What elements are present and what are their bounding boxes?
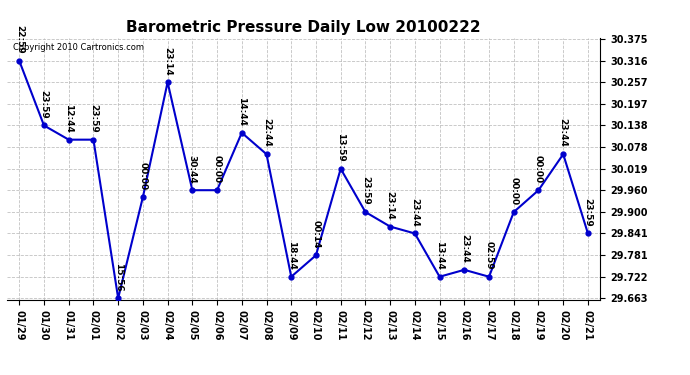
Text: 22:59: 22:59	[14, 25, 23, 54]
Text: 00:00: 00:00	[213, 155, 221, 183]
Text: 23:59: 23:59	[584, 198, 593, 226]
Text: 00:00: 00:00	[139, 162, 148, 190]
Text: 23:59: 23:59	[89, 104, 98, 133]
Text: 23:59: 23:59	[361, 176, 370, 205]
Text: 00:14: 00:14	[311, 220, 320, 248]
Text: 02:59: 02:59	[484, 241, 493, 270]
Text: 23:14: 23:14	[163, 46, 172, 75]
Text: 14:44: 14:44	[237, 97, 246, 126]
Text: 00:00: 00:00	[534, 155, 543, 183]
Text: 23:44: 23:44	[559, 118, 568, 147]
Text: 30:44: 30:44	[188, 154, 197, 183]
Text: 23:14: 23:14	[386, 191, 395, 220]
Text: 13:44: 13:44	[435, 241, 444, 270]
Text: 15:56: 15:56	[114, 262, 123, 291]
Text: 13:59: 13:59	[336, 133, 345, 162]
Text: 00:00: 00:00	[509, 177, 518, 205]
Title: Barometric Pressure Daily Low 20100222: Barometric Pressure Daily Low 20100222	[126, 20, 481, 35]
Text: 23:59: 23:59	[39, 90, 48, 118]
Text: 22:44: 22:44	[262, 118, 271, 147]
Text: Copyright 2010 Cartronics.com: Copyright 2010 Cartronics.com	[13, 43, 144, 52]
Text: 12:44: 12:44	[64, 104, 73, 133]
Text: 18:44: 18:44	[287, 241, 296, 270]
Text: 23:44: 23:44	[460, 234, 469, 263]
Text: 23:44: 23:44	[411, 198, 420, 226]
